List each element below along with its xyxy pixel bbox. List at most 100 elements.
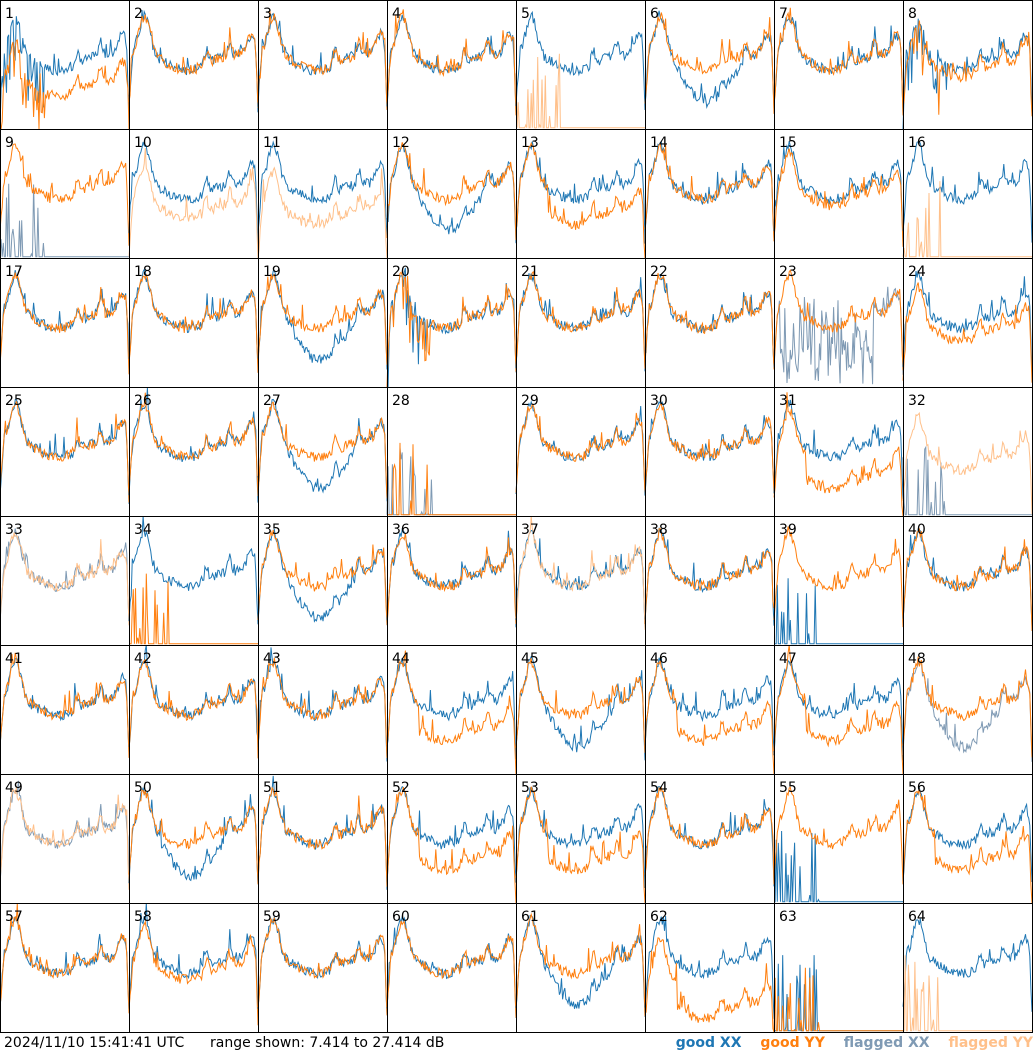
panel-62: 62 bbox=[644, 903, 775, 1033]
series-yy-line bbox=[515, 403, 646, 494]
panel-label: 55 bbox=[779, 780, 797, 796]
panel-label: 40 bbox=[908, 522, 926, 538]
panel-label: 19 bbox=[263, 264, 281, 280]
panel-label: 12 bbox=[392, 135, 410, 151]
panel-label: 7 bbox=[779, 6, 788, 22]
panel-label: 18 bbox=[134, 264, 152, 280]
series-xx-line bbox=[0, 657, 130, 753]
panel-label: 52 bbox=[392, 780, 410, 796]
panel-border bbox=[129, 0, 259, 130]
panel-label: 38 bbox=[650, 522, 668, 538]
panel-1: 1 bbox=[0, 0, 130, 130]
series-xx-line bbox=[257, 140, 388, 238]
panel-label: 64 bbox=[908, 909, 926, 925]
series-yy-line bbox=[0, 652, 130, 758]
panel-label: 24 bbox=[908, 264, 926, 280]
panel-49: 49 bbox=[0, 774, 130, 904]
panel-8: 8 bbox=[902, 0, 1033, 130]
series-xx-line bbox=[0, 780, 130, 886]
series-yy-line bbox=[257, 657, 388, 759]
series-yy-line bbox=[128, 273, 259, 373]
panel-20: 20 bbox=[386, 258, 517, 388]
panel-label: 46 bbox=[650, 651, 668, 667]
series-yy-line bbox=[515, 141, 646, 259]
panel-37: 37 bbox=[515, 516, 646, 646]
series-yy-line bbox=[257, 529, 388, 624]
panel-57: 57 bbox=[0, 903, 130, 1033]
panel-21: 21 bbox=[515, 258, 646, 388]
series-yy-line bbox=[773, 269, 904, 371]
panel-label: 44 bbox=[392, 651, 410, 667]
panel-label: 3 bbox=[263, 6, 272, 22]
panel-25: 25 bbox=[0, 387, 130, 517]
panel-label: 9 bbox=[5, 135, 14, 151]
series-xx-line bbox=[902, 270, 1033, 374]
series-yy-line bbox=[128, 919, 259, 1026]
panel-label: 10 bbox=[134, 135, 152, 151]
panel-59: 59 bbox=[257, 903, 388, 1033]
panel-15: 15 bbox=[773, 129, 904, 259]
series-xx-line bbox=[128, 903, 259, 1010]
panel-label: 57 bbox=[5, 909, 23, 925]
panel-label: 36 bbox=[392, 522, 410, 538]
series-yy-line bbox=[128, 392, 259, 494]
series-yy-line bbox=[515, 53, 645, 129]
panel-6: 6 bbox=[644, 0, 775, 130]
panel-27: 27 bbox=[257, 387, 388, 517]
panel-36: 36 bbox=[386, 516, 517, 646]
panel-label: 58 bbox=[134, 909, 152, 925]
series-yy-line bbox=[773, 392, 904, 517]
panel-label: 30 bbox=[650, 393, 668, 409]
panel-label: 20 bbox=[392, 264, 410, 280]
series-yy-line bbox=[515, 786, 646, 904]
series-yy-line bbox=[0, 272, 130, 375]
panel-33: 33 bbox=[0, 516, 130, 646]
series-yy-line bbox=[257, 401, 388, 499]
panel-border bbox=[645, 0, 775, 130]
series-yy-line bbox=[773, 148, 904, 247]
series-yy-line bbox=[129, 573, 258, 645]
series-xx-line bbox=[515, 141, 646, 244]
series-yy-line bbox=[773, 644, 904, 775]
series-yy-line bbox=[902, 181, 1032, 258]
series-xx-line bbox=[644, 10, 775, 110]
panel-58: 58 bbox=[128, 903, 259, 1033]
series-yy-line bbox=[644, 272, 775, 370]
panel-47: 47 bbox=[773, 644, 904, 775]
panel-label: 41 bbox=[5, 651, 23, 667]
series-yy-line bbox=[644, 660, 775, 775]
series-yy-line bbox=[644, 785, 775, 885]
range-label: range shown: 7.414 to 27.414 dB bbox=[210, 1035, 445, 1051]
series-yy-line bbox=[386, 650, 517, 775]
series-yy-line bbox=[0, 39, 130, 130]
panel-51: 51 bbox=[257, 774, 388, 904]
series-yy-line bbox=[257, 10, 388, 110]
panel-41: 41 bbox=[0, 645, 130, 775]
panel-22: 22 bbox=[644, 258, 775, 388]
panel-16: 16 bbox=[902, 129, 1033, 259]
series-yy-line bbox=[902, 20, 1033, 117]
panel-label: 56 bbox=[908, 780, 926, 796]
panel-label: 1 bbox=[5, 6, 14, 22]
panel-label: 27 bbox=[263, 393, 281, 409]
panel-label: 26 bbox=[134, 393, 152, 409]
legend-flagged-xx: flagged XX bbox=[843, 1035, 930, 1051]
panel-label: 33 bbox=[5, 522, 23, 538]
panel-label: 49 bbox=[5, 780, 23, 796]
series-xx-line bbox=[257, 916, 388, 1016]
panel-label: 47 bbox=[779, 651, 797, 667]
series-yy-line bbox=[644, 403, 775, 494]
panel-3: 3 bbox=[257, 0, 388, 130]
panel-label: 14 bbox=[650, 135, 668, 151]
series-xx-line bbox=[128, 387, 259, 503]
panel-54: 54 bbox=[644, 774, 775, 904]
panel-label: 51 bbox=[263, 780, 281, 796]
panel-35: 35 bbox=[257, 516, 388, 646]
series-yy-line bbox=[386, 271, 517, 388]
panel-2: 2 bbox=[128, 0, 259, 130]
series-xx-line bbox=[128, 515, 259, 625]
legend-flagged-yy: flagged YY bbox=[948, 1035, 1033, 1051]
series-xx-line bbox=[515, 529, 646, 629]
panel-28: 28 bbox=[386, 387, 517, 517]
panel-label: 4 bbox=[392, 6, 401, 22]
